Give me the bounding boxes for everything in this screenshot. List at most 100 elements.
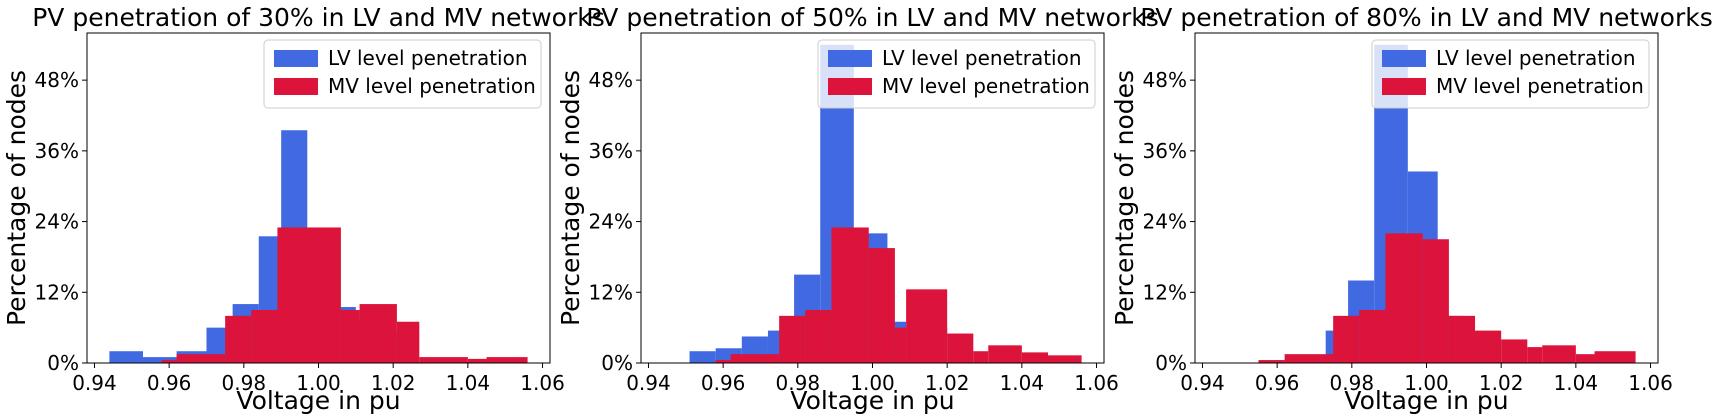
chart-title: PV penetration of 30% in LV and MV netwo… — [32, 3, 605, 32]
bar — [277, 227, 341, 363]
x-tick-label: 1.02 — [1479, 371, 1524, 395]
x-tick-label: 1.00 — [850, 371, 895, 395]
x-tick-label: 1.00 — [296, 371, 341, 395]
bar — [1359, 309, 1386, 363]
bar — [1575, 354, 1595, 363]
bar — [779, 315, 806, 363]
x-tick-label: 1.06 — [1074, 371, 1119, 395]
y-tick-label: 12% — [1143, 280, 1187, 304]
legend-box — [263, 39, 542, 109]
bar — [1284, 354, 1334, 363]
legend-label: LV level penetration — [882, 46, 1082, 70]
bar — [1448, 315, 1476, 363]
y-tick-label: 0% — [601, 351, 633, 375]
bar — [1594, 351, 1636, 363]
x-axis-label: Voltage in pu — [1344, 386, 1508, 415]
bar — [1422, 239, 1449, 363]
x-tick-label: 1.06 — [1628, 371, 1673, 395]
x-tick-label: 0.96 — [701, 371, 746, 395]
x-tick-label: 1.04 — [1554, 371, 1599, 395]
y-tick-label: 24% — [589, 210, 633, 234]
y-tick-label: 48% — [1143, 68, 1187, 92]
bar — [161, 360, 177, 363]
x-tick-label: 0.94 — [72, 371, 117, 395]
x-tick-label: 0.94 — [1180, 371, 1225, 395]
x-tick-label: 0.98 — [776, 371, 821, 395]
x-tick-label: 1.02 — [925, 371, 970, 395]
y-tick-label: 12% — [35, 280, 79, 304]
legend-swatch — [828, 50, 872, 67]
bar — [689, 351, 716, 363]
x-axis-label: Voltage in pu — [236, 386, 400, 415]
y-tick-label: 36% — [35, 139, 79, 163]
bar — [396, 321, 420, 363]
bar — [1047, 355, 1082, 363]
bar — [251, 309, 278, 363]
y-tick-label: 48% — [589, 68, 633, 92]
y-tick-label: 24% — [35, 210, 79, 234]
y-axis-label: Percentage of nodes — [2, 70, 31, 326]
x-tick-label: 0.96 — [1255, 371, 1300, 395]
bar — [467, 358, 487, 363]
y-tick-label: 24% — [1143, 210, 1187, 234]
bar — [1475, 330, 1502, 363]
bar — [988, 345, 1022, 363]
bar — [1021, 352, 1048, 363]
bar — [486, 357, 528, 363]
bar — [1527, 347, 1543, 363]
x-tick-label: 1.06 — [520, 371, 565, 395]
y-tick-label: 48% — [35, 68, 79, 92]
y-tick-label: 36% — [589, 139, 633, 163]
x-tick-label: 1.04 — [446, 371, 491, 395]
bar — [1501, 339, 1528, 363]
chart-panel: 0.94 0.96 0.98 1.00 1.02 1.04 1.06 0% 12% 24% 36% 4… — [556, 3, 1159, 415]
bar — [894, 327, 907, 363]
y-tick-label: 0% — [1155, 351, 1187, 375]
bar — [1258, 360, 1285, 363]
bar — [359, 304, 397, 363]
bar — [1385, 233, 1423, 363]
x-tick-label: 1.00 — [1404, 371, 1449, 395]
bar — [109, 351, 144, 363]
y-tick-label: 36% — [1143, 139, 1187, 163]
legend-label: MV level penetration — [882, 74, 1090, 98]
bar — [730, 354, 780, 363]
legend-swatch — [274, 78, 318, 95]
mv-series — [715, 227, 1082, 363]
x-tick-label: 0.98 — [1330, 371, 1375, 395]
x-tick-label: 0.98 — [222, 371, 267, 395]
chart-title: PV penetration of 50% in LV and MV netwo… — [586, 3, 1159, 32]
legend: LV level penetration MV level penetration — [263, 39, 542, 109]
bar — [868, 248, 895, 363]
y-axis-label: Percentage of nodes — [556, 70, 585, 326]
bar — [419, 357, 468, 363]
bar — [340, 309, 360, 363]
chart-title: PV penetration of 80% in LV and MV netwo… — [1140, 3, 1713, 32]
bar — [906, 289, 948, 363]
legend-box — [817, 39, 1096, 109]
legend-swatch — [828, 78, 872, 95]
y-axis-label: Percentage of nodes — [1110, 70, 1139, 326]
legend-label: MV level penetration — [328, 74, 536, 98]
bar — [1542, 345, 1576, 363]
x-tick-label: 1.02 — [371, 371, 416, 395]
legend-label: LV level penetration — [1436, 46, 1636, 70]
x-axis-label: Voltage in pu — [790, 386, 954, 415]
bar — [176, 354, 226, 363]
legend: LV level penetration MV level penetration — [817, 39, 1096, 109]
y-tick-label: 12% — [589, 280, 633, 304]
legend-box — [1371, 39, 1650, 109]
x-tick-label: 0.94 — [626, 371, 671, 395]
bar — [143, 357, 177, 363]
bar — [973, 351, 989, 363]
y-tick-label: 0% — [47, 351, 79, 375]
chart-panel: 0.94 0.96 0.98 1.00 1.02 1.04 1.06 0% 12% 24% 36% 4… — [1110, 3, 1713, 415]
bar — [831, 227, 869, 363]
legend-swatch — [1382, 50, 1426, 67]
bar — [1333, 315, 1360, 363]
mv-series — [161, 227, 528, 363]
x-tick-label: 0.96 — [147, 371, 192, 395]
x-tick-label: 1.04 — [1000, 371, 1045, 395]
bar — [947, 333, 974, 363]
